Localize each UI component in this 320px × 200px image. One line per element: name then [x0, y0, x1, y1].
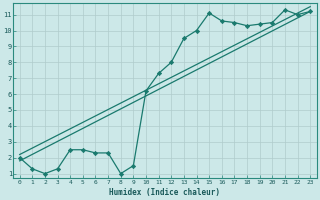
X-axis label: Humidex (Indice chaleur): Humidex (Indice chaleur) [109, 188, 220, 197]
